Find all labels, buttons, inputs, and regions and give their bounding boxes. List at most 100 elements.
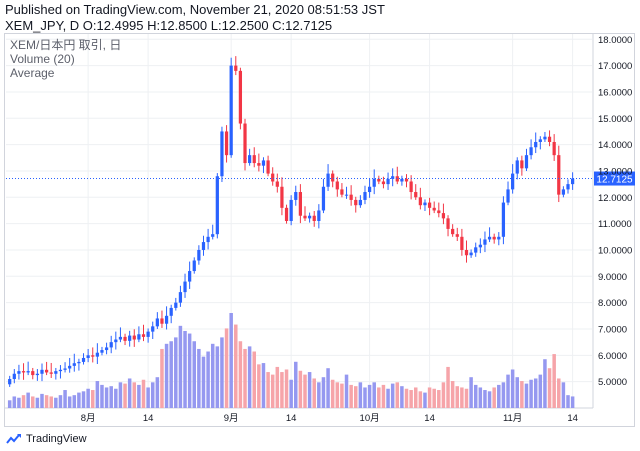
candle-body[interactable]: [188, 271, 192, 282]
candle-body[interactable]: [303, 215, 307, 219]
candle-body[interactable]: [234, 65, 238, 71]
candle-body[interactable]: [252, 155, 256, 164]
candle-body[interactable]: [321, 186, 326, 211]
candle-body[interactable]: [377, 178, 381, 182]
candle-body[interactable]: [118, 336, 123, 340]
candle-body[interactable]: [344, 194, 349, 196]
candle-body[interactable]: [257, 163, 261, 166]
candle-body[interactable]: [423, 202, 427, 206]
candle-body[interactable]: [294, 192, 298, 200]
candle-body[interactable]: [534, 141, 538, 148]
legend-volume[interactable]: Volume (20): [10, 52, 75, 66]
candle-body[interactable]: [72, 363, 76, 366]
candle-body[interactable]: [529, 147, 533, 156]
candle-body[interactable]: [109, 342, 113, 348]
candle-body[interactable]: [54, 371, 58, 374]
candle-body[interactable]: [543, 136, 547, 140]
candle-body[interactable]: [211, 234, 215, 237]
candle-body[interactable]: [483, 239, 487, 245]
candle-body[interactable]: [201, 242, 206, 250]
chart-panel[interactable]: [4, 33, 635, 427]
candle-body[interactable]: [21, 371, 26, 373]
candle-body[interactable]: [432, 207, 436, 211]
candle-body[interactable]: [571, 178, 575, 185]
candle-body[interactable]: [141, 334, 146, 337]
candle-body[interactable]: [349, 194, 353, 200]
candle-body[interactable]: [427, 202, 432, 208]
candle-body[interactable]: [391, 176, 395, 179]
candle-body[interactable]: [100, 350, 104, 353]
candle-body[interactable]: [123, 336, 127, 341]
candle-body[interactable]: [307, 215, 312, 219]
candle-body[interactable]: [229, 65, 233, 156]
candle-body[interactable]: [132, 335, 136, 340]
candle-body[interactable]: [224, 131, 229, 156]
candle-body[interactable]: [26, 371, 30, 373]
legend-symbol[interactable]: XEM/日本円 取引, 日: [10, 38, 122, 52]
candle-body[interactable]: [326, 173, 330, 187]
candle-body[interactable]: [137, 334, 141, 340]
candle-body[interactable]: [474, 247, 478, 253]
candle-body[interactable]: [183, 281, 187, 293]
candle-body[interactable]: [155, 318, 159, 327]
candle-body[interactable]: [566, 184, 570, 190]
candle-body[interactable]: [547, 136, 552, 142]
candle-body[interactable]: [215, 176, 219, 235]
candle-body[interactable]: [17, 371, 21, 374]
candle-body[interactable]: [160, 318, 164, 324]
candle-body[interactable]: [501, 202, 506, 237]
candle-body[interactable]: [372, 178, 376, 187]
candle-body[interactable]: [114, 339, 118, 343]
candle-body[interactable]: [497, 236, 501, 240]
candle-body[interactable]: [437, 210, 441, 214]
candle-body[interactable]: [266, 160, 270, 174]
candle-body[interactable]: [12, 373, 16, 380]
candle-body[interactable]: [404, 178, 409, 182]
candle-body[interactable]: [35, 373, 39, 376]
candle-body[interactable]: [400, 178, 404, 182]
candle-body[interactable]: [169, 307, 173, 316]
candle-body[interactable]: [243, 123, 247, 164]
candle-body[interactable]: [446, 218, 450, 229]
candle-body[interactable]: [49, 372, 53, 374]
candle-body[interactable]: [206, 236, 210, 243]
legend-average[interactable]: Average: [10, 66, 55, 80]
candle-body[interactable]: [248, 155, 252, 164]
candle-body[interactable]: [492, 236, 496, 240]
candle-body[interactable]: [418, 197, 422, 206]
candle-body[interactable]: [552, 141, 556, 156]
candle-body[interactable]: [197, 249, 201, 261]
candle-body[interactable]: [81, 357, 86, 362]
candle-body[interactable]: [238, 70, 243, 124]
candle-body[interactable]: [8, 379, 12, 385]
candle-body[interactable]: [284, 207, 289, 221]
candle-body[interactable]: [335, 181, 339, 190]
candle-body[interactable]: [395, 176, 399, 182]
candle-body[interactable]: [414, 192, 418, 198]
candle-body[interactable]: [31, 371, 35, 376]
candle-body[interactable]: [91, 355, 95, 357]
candle-body[interactable]: [151, 326, 155, 332]
candle-body[interactable]: [460, 236, 464, 250]
candle-body[interactable]: [271, 173, 275, 182]
candle-body[interactable]: [367, 186, 372, 193]
candle-body[interactable]: [164, 315, 169, 324]
candle-body[interactable]: [174, 302, 178, 308]
candle-body[interactable]: [354, 199, 358, 206]
candle-body[interactable]: [340, 189, 344, 195]
candle-body[interactable]: [146, 331, 150, 337]
candle-body[interactable]: [68, 365, 72, 369]
candle-body[interactable]: [104, 347, 109, 351]
candle-body[interactable]: [63, 368, 67, 370]
candle-body[interactable]: [178, 292, 183, 303]
candle-body[interactable]: [520, 160, 524, 169]
candle-body[interactable]: [506, 189, 510, 203]
candle-body[interactable]: [220, 131, 224, 177]
candle-body[interactable]: [40, 369, 44, 374]
candle-body[interactable]: [469, 252, 473, 256]
candle-body[interactable]: [511, 173, 515, 190]
candle-body[interactable]: [44, 369, 49, 373]
candle-body[interactable]: [561, 189, 566, 195]
candle-body[interactable]: [317, 210, 321, 221]
candle-body[interactable]: [409, 181, 413, 193]
